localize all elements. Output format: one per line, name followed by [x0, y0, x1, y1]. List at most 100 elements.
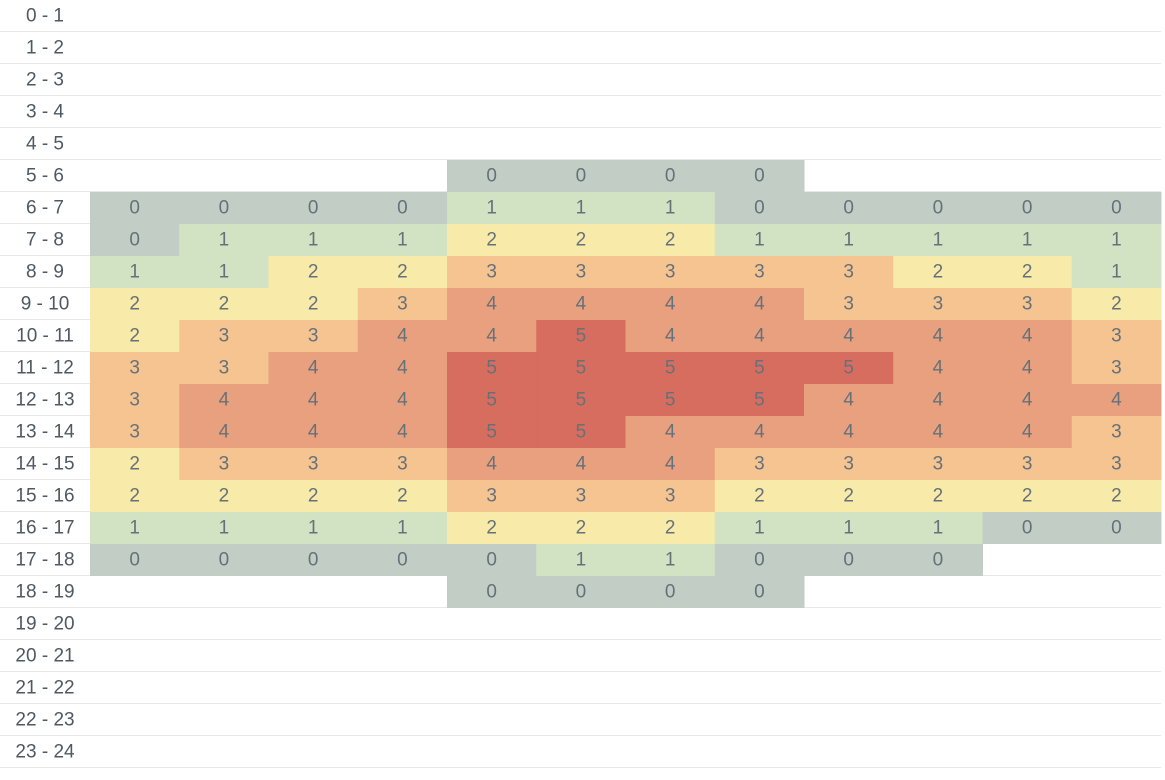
heat-cell: [714, 320, 805, 352]
cell-label: 5: [486, 390, 497, 411]
cell-label: 1: [219, 262, 230, 283]
cell-label: 3: [843, 454, 854, 475]
cell-label: 4: [486, 326, 497, 347]
heat-cell: [714, 192, 805, 224]
heat-cell: [982, 512, 1073, 544]
cell-label: 1: [219, 518, 230, 539]
cell-label: 5: [665, 358, 676, 379]
cell-label: 3: [397, 454, 408, 475]
cell-label: 4: [1022, 422, 1033, 443]
cell-label: 3: [219, 358, 230, 379]
heat-cell: [268, 416, 359, 448]
heat-cell: [357, 288, 448, 320]
heat-cell: [714, 448, 805, 480]
row-label: 12 - 13: [15, 390, 74, 411]
cell-label: 2: [665, 230, 676, 251]
heat-cell: [1071, 224, 1162, 256]
heat-cell: [90, 512, 180, 544]
heat-cell: [536, 288, 626, 320]
heat-cell: [179, 416, 269, 448]
heat-cell: [268, 352, 359, 384]
cell-label: 4: [397, 422, 408, 443]
cell-label: 1: [576, 198, 587, 219]
cell-label: 5: [486, 358, 497, 379]
cell-label: 4: [754, 294, 765, 315]
cell-label: 2: [129, 486, 140, 507]
heat-cell: [268, 224, 359, 256]
heat-cell: [357, 352, 448, 384]
cell-label: 0: [754, 582, 765, 603]
cell-label: 3: [129, 390, 140, 411]
heat-cell: [179, 320, 269, 352]
cell-label: 3: [1111, 358, 1122, 379]
heat-cell: [714, 352, 805, 384]
heat-cell: [893, 512, 983, 544]
heat-cell: [268, 448, 359, 480]
cell-label: 0: [219, 550, 230, 571]
heat-cell: [804, 192, 894, 224]
cell-label: 4: [308, 390, 319, 411]
heat-cell: [90, 192, 180, 224]
cell-label: 0: [308, 198, 319, 219]
row-label: 0 - 1: [26, 6, 64, 27]
heat-cell: [179, 192, 269, 224]
heat-cell: [447, 160, 537, 192]
row-label: 7 - 8: [26, 230, 64, 251]
heat-cell: [714, 544, 805, 576]
heat-cell: [447, 576, 537, 608]
cell-label: 1: [397, 230, 408, 251]
cell-label: 3: [1022, 454, 1033, 475]
cell-label: 4: [754, 326, 765, 347]
heat-cell: [625, 192, 716, 224]
heat-cell: [982, 192, 1073, 224]
cell-label: 3: [576, 262, 587, 283]
cell-label: 3: [1111, 326, 1122, 347]
heat-cell: [893, 320, 983, 352]
heat-cell: [1071, 256, 1162, 288]
heat-cell: [90, 480, 180, 512]
cell-label: 1: [219, 230, 230, 251]
cell-label: 2: [576, 230, 587, 251]
heat-cell: [804, 416, 894, 448]
cell-label: 4: [397, 358, 408, 379]
cell-label: 2: [843, 486, 854, 507]
heat-cell: [179, 256, 269, 288]
cell-label: 4: [397, 326, 408, 347]
heat-cell: [536, 224, 626, 256]
heat-cell: [625, 512, 716, 544]
cell-label: 4: [397, 390, 408, 411]
heat-cell: [268, 288, 359, 320]
heat-cell: [447, 480, 537, 512]
heat-cell: [268, 512, 359, 544]
cell-label: 4: [219, 390, 230, 411]
heat-cell: [447, 224, 537, 256]
row-label: 16 - 17: [15, 518, 74, 539]
cell-label: 3: [129, 358, 140, 379]
cell-label: 2: [129, 454, 140, 475]
heat-cell: [982, 416, 1073, 448]
cell-label: 0: [843, 550, 854, 571]
cell-label: 3: [576, 486, 587, 507]
heat-cell: [893, 480, 983, 512]
heat-cell: [447, 320, 537, 352]
cell-label: 4: [933, 358, 944, 379]
cell-label: 1: [754, 230, 765, 251]
heat-cell: [447, 512, 537, 544]
cell-label: 3: [933, 294, 944, 315]
cell-label: 3: [219, 454, 230, 475]
heat-cell: [804, 384, 894, 416]
cell-label: 2: [308, 294, 319, 315]
cell-label: 5: [576, 358, 587, 379]
heat-cell: [90, 384, 180, 416]
heat-cell: [536, 544, 626, 576]
cell-label: 0: [129, 198, 140, 219]
cell-label: 2: [933, 262, 944, 283]
cell-label: 2: [576, 518, 587, 539]
heat-cell: [893, 224, 983, 256]
heat-cell: [714, 416, 805, 448]
cell-label: 0: [129, 230, 140, 251]
heat-cell: [447, 544, 537, 576]
cell-label: 4: [933, 422, 944, 443]
heat-cell: [447, 448, 537, 480]
